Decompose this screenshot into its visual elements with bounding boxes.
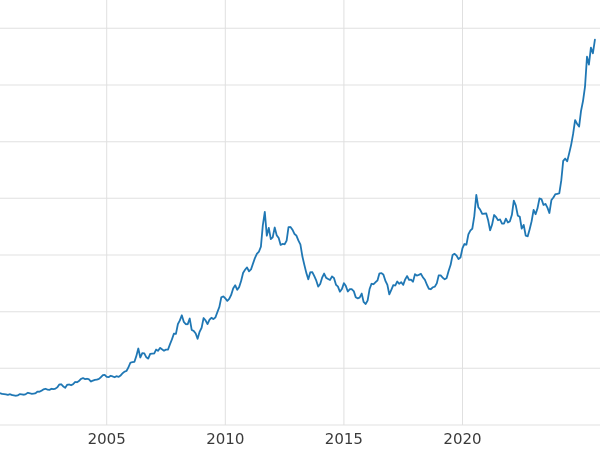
x-tick-label: 2015 [325, 430, 363, 448]
x-tick-label: 2010 [206, 430, 244, 448]
x-tick-label: 2020 [443, 430, 481, 448]
price-line [0, 38, 596, 397]
x-tick-label: 2005 [88, 430, 126, 448]
